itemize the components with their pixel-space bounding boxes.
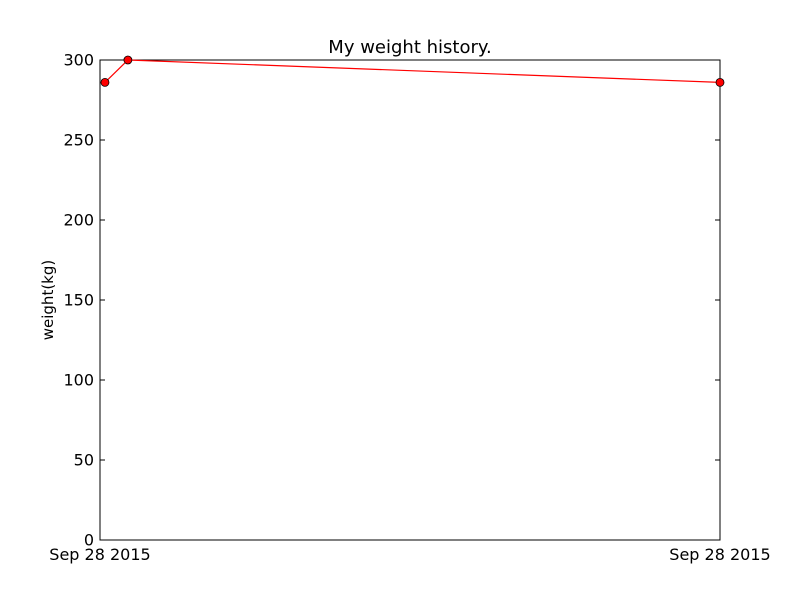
- weight-data-point: [100, 78, 110, 87]
- y-tick-label: 50: [74, 451, 94, 470]
- plot-frame: [99, 59, 721, 541]
- x-tick-label: Sep 28 2015: [49, 545, 150, 564]
- y-tick-label: 0: [84, 531, 94, 550]
- chart-title: My weight history.: [328, 37, 491, 58]
- y-tick-label: 150: [63, 291, 94, 310]
- series-layer: [100, 55, 725, 87]
- y-axis-label: weight(kg): [39, 260, 57, 341]
- labels-layer: 0 50 100 150 200 250 300 Sep 28 2015 Sep 28 2015: [49, 51, 770, 565]
- y-tick-label: 200: [63, 211, 94, 230]
- weight-data-point: [715, 78, 725, 87]
- weight-data-point: [123, 55, 133, 65]
- y-tick-label: 100: [63, 371, 94, 390]
- y-tick-label: 250: [63, 131, 94, 150]
- ticks-layer: [99, 59, 721, 541]
- y-tick-label: 300: [63, 51, 94, 70]
- plot-area: [99, 59, 721, 541]
- x-tick-label: Sep 28 2015: [669, 545, 770, 564]
